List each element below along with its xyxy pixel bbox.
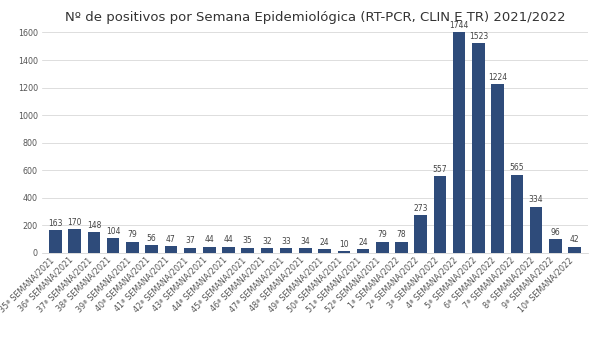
Bar xyxy=(184,248,196,253)
Text: 334: 334 xyxy=(529,195,544,204)
Bar xyxy=(241,248,254,253)
Text: 1224: 1224 xyxy=(488,73,507,82)
Title: Nº de positivos por Semana Epidemiológica (RT-PCR, CLIN E TR) 2021/2022: Nº de positivos por Semana Epidemiológic… xyxy=(65,12,565,25)
Bar xyxy=(376,242,389,253)
Bar xyxy=(434,176,446,253)
Text: 79: 79 xyxy=(377,230,387,239)
Bar xyxy=(338,251,350,253)
Text: 35: 35 xyxy=(243,236,253,245)
Text: 1744: 1744 xyxy=(449,21,469,30)
Text: 56: 56 xyxy=(147,234,157,243)
Text: 79: 79 xyxy=(127,230,137,239)
Bar xyxy=(280,248,292,253)
Bar xyxy=(491,84,504,253)
Bar xyxy=(395,242,408,253)
Bar xyxy=(260,248,273,253)
Bar xyxy=(145,245,158,253)
Bar xyxy=(319,249,331,253)
Text: 78: 78 xyxy=(397,230,406,239)
Text: 170: 170 xyxy=(67,218,82,227)
Text: 104: 104 xyxy=(106,227,121,236)
Text: 44: 44 xyxy=(205,235,214,244)
Bar xyxy=(222,247,235,253)
Text: 273: 273 xyxy=(413,204,428,213)
Text: 148: 148 xyxy=(87,221,101,230)
Text: 42: 42 xyxy=(570,235,580,244)
Text: 47: 47 xyxy=(166,235,176,244)
Bar xyxy=(415,215,427,253)
Text: 24: 24 xyxy=(320,238,329,247)
Text: 565: 565 xyxy=(509,164,524,173)
Bar xyxy=(68,229,81,253)
Text: 33: 33 xyxy=(281,237,291,246)
Bar xyxy=(530,207,542,253)
Bar xyxy=(549,239,562,253)
Bar xyxy=(568,247,581,253)
Bar xyxy=(126,242,139,253)
Text: 10: 10 xyxy=(339,240,349,249)
Bar xyxy=(357,249,370,253)
Text: 34: 34 xyxy=(301,236,310,245)
Bar xyxy=(164,246,177,253)
Bar xyxy=(107,238,119,253)
Text: 557: 557 xyxy=(433,165,447,174)
Bar xyxy=(299,248,311,253)
Text: 24: 24 xyxy=(358,238,368,247)
Bar xyxy=(472,43,485,253)
Text: 163: 163 xyxy=(48,219,63,228)
Bar xyxy=(511,175,523,253)
Text: 37: 37 xyxy=(185,236,195,245)
Bar xyxy=(203,247,215,253)
Bar xyxy=(88,232,100,253)
Text: 32: 32 xyxy=(262,237,272,246)
Text: 96: 96 xyxy=(550,228,560,237)
Text: 1523: 1523 xyxy=(469,32,488,40)
Bar xyxy=(453,13,466,253)
Text: 44: 44 xyxy=(224,235,233,244)
Bar xyxy=(49,230,62,253)
